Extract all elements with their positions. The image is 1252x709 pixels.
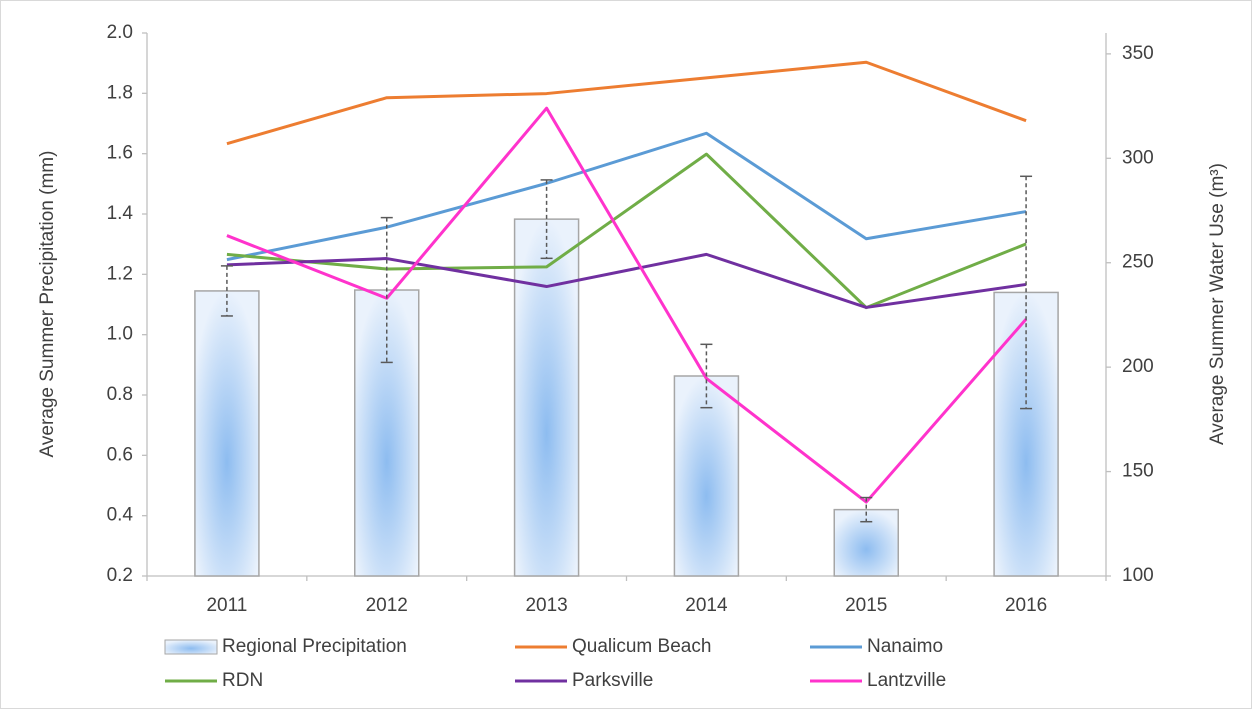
error-bar	[380, 216, 393, 364]
bar	[513, 218, 580, 577]
legend-label: Qualicum Beach	[572, 636, 711, 657]
bar	[194, 290, 260, 577]
y-tick-label: 0.4	[107, 505, 134, 526]
y-tick-label: 2.0	[107, 22, 133, 43]
x-tick-label: 2016	[1005, 595, 1047, 616]
bar	[993, 291, 1059, 577]
x-tick-label: 2011	[206, 595, 247, 616]
y2-tick-label: 150	[1122, 461, 1154, 482]
x-tick-label: 2014	[685, 595, 728, 616]
x-tick-label: 2012	[366, 595, 408, 616]
line	[226, 152, 1027, 310]
y-axis-label: Average Summer Precipitation (mm)	[37, 151, 58, 458]
error-bar	[860, 496, 873, 523]
bar	[673, 375, 740, 577]
y-tick-label: 1.8	[107, 82, 133, 103]
legend-label: Regional Precipitation	[222, 636, 407, 657]
x-tick-label: 2013	[525, 595, 567, 616]
legend-label: Lantzville	[867, 670, 946, 691]
line	[226, 252, 1027, 309]
y-tick-label: 0.8	[107, 384, 133, 405]
y2-axis-label: Average Summer Water Use (m³)	[1207, 163, 1228, 445]
line	[226, 131, 1027, 262]
legend-swatch	[164, 639, 218, 655]
x-tick-label: 2015	[845, 595, 887, 616]
y-tick-label: 1.6	[107, 143, 133, 164]
y-tick-label: 0.2	[107, 565, 133, 586]
y-tick-label: 1.2	[107, 263, 133, 284]
error-bar	[1020, 175, 1033, 410]
legend-label: Nanaimo	[867, 636, 943, 657]
y-tick-label: 1.4	[107, 203, 134, 224]
error-bar	[540, 179, 553, 260]
legend-label: Parksville	[572, 670, 653, 691]
line	[226, 106, 1028, 504]
y-tick-label: 1.0	[107, 324, 133, 345]
y2-tick-label: 300	[1122, 147, 1154, 168]
y2-tick-label: 200	[1122, 356, 1154, 377]
legend-label: RDN	[222, 670, 263, 691]
y2-tick-label: 350	[1122, 43, 1154, 64]
line	[226, 60, 1027, 146]
y2-tick-label: 250	[1122, 252, 1154, 273]
y-tick-label: 0.6	[107, 444, 133, 465]
error-bar	[220, 265, 233, 317]
error-bar	[700, 343, 713, 409]
y2-tick-label: 100	[1122, 565, 1154, 586]
